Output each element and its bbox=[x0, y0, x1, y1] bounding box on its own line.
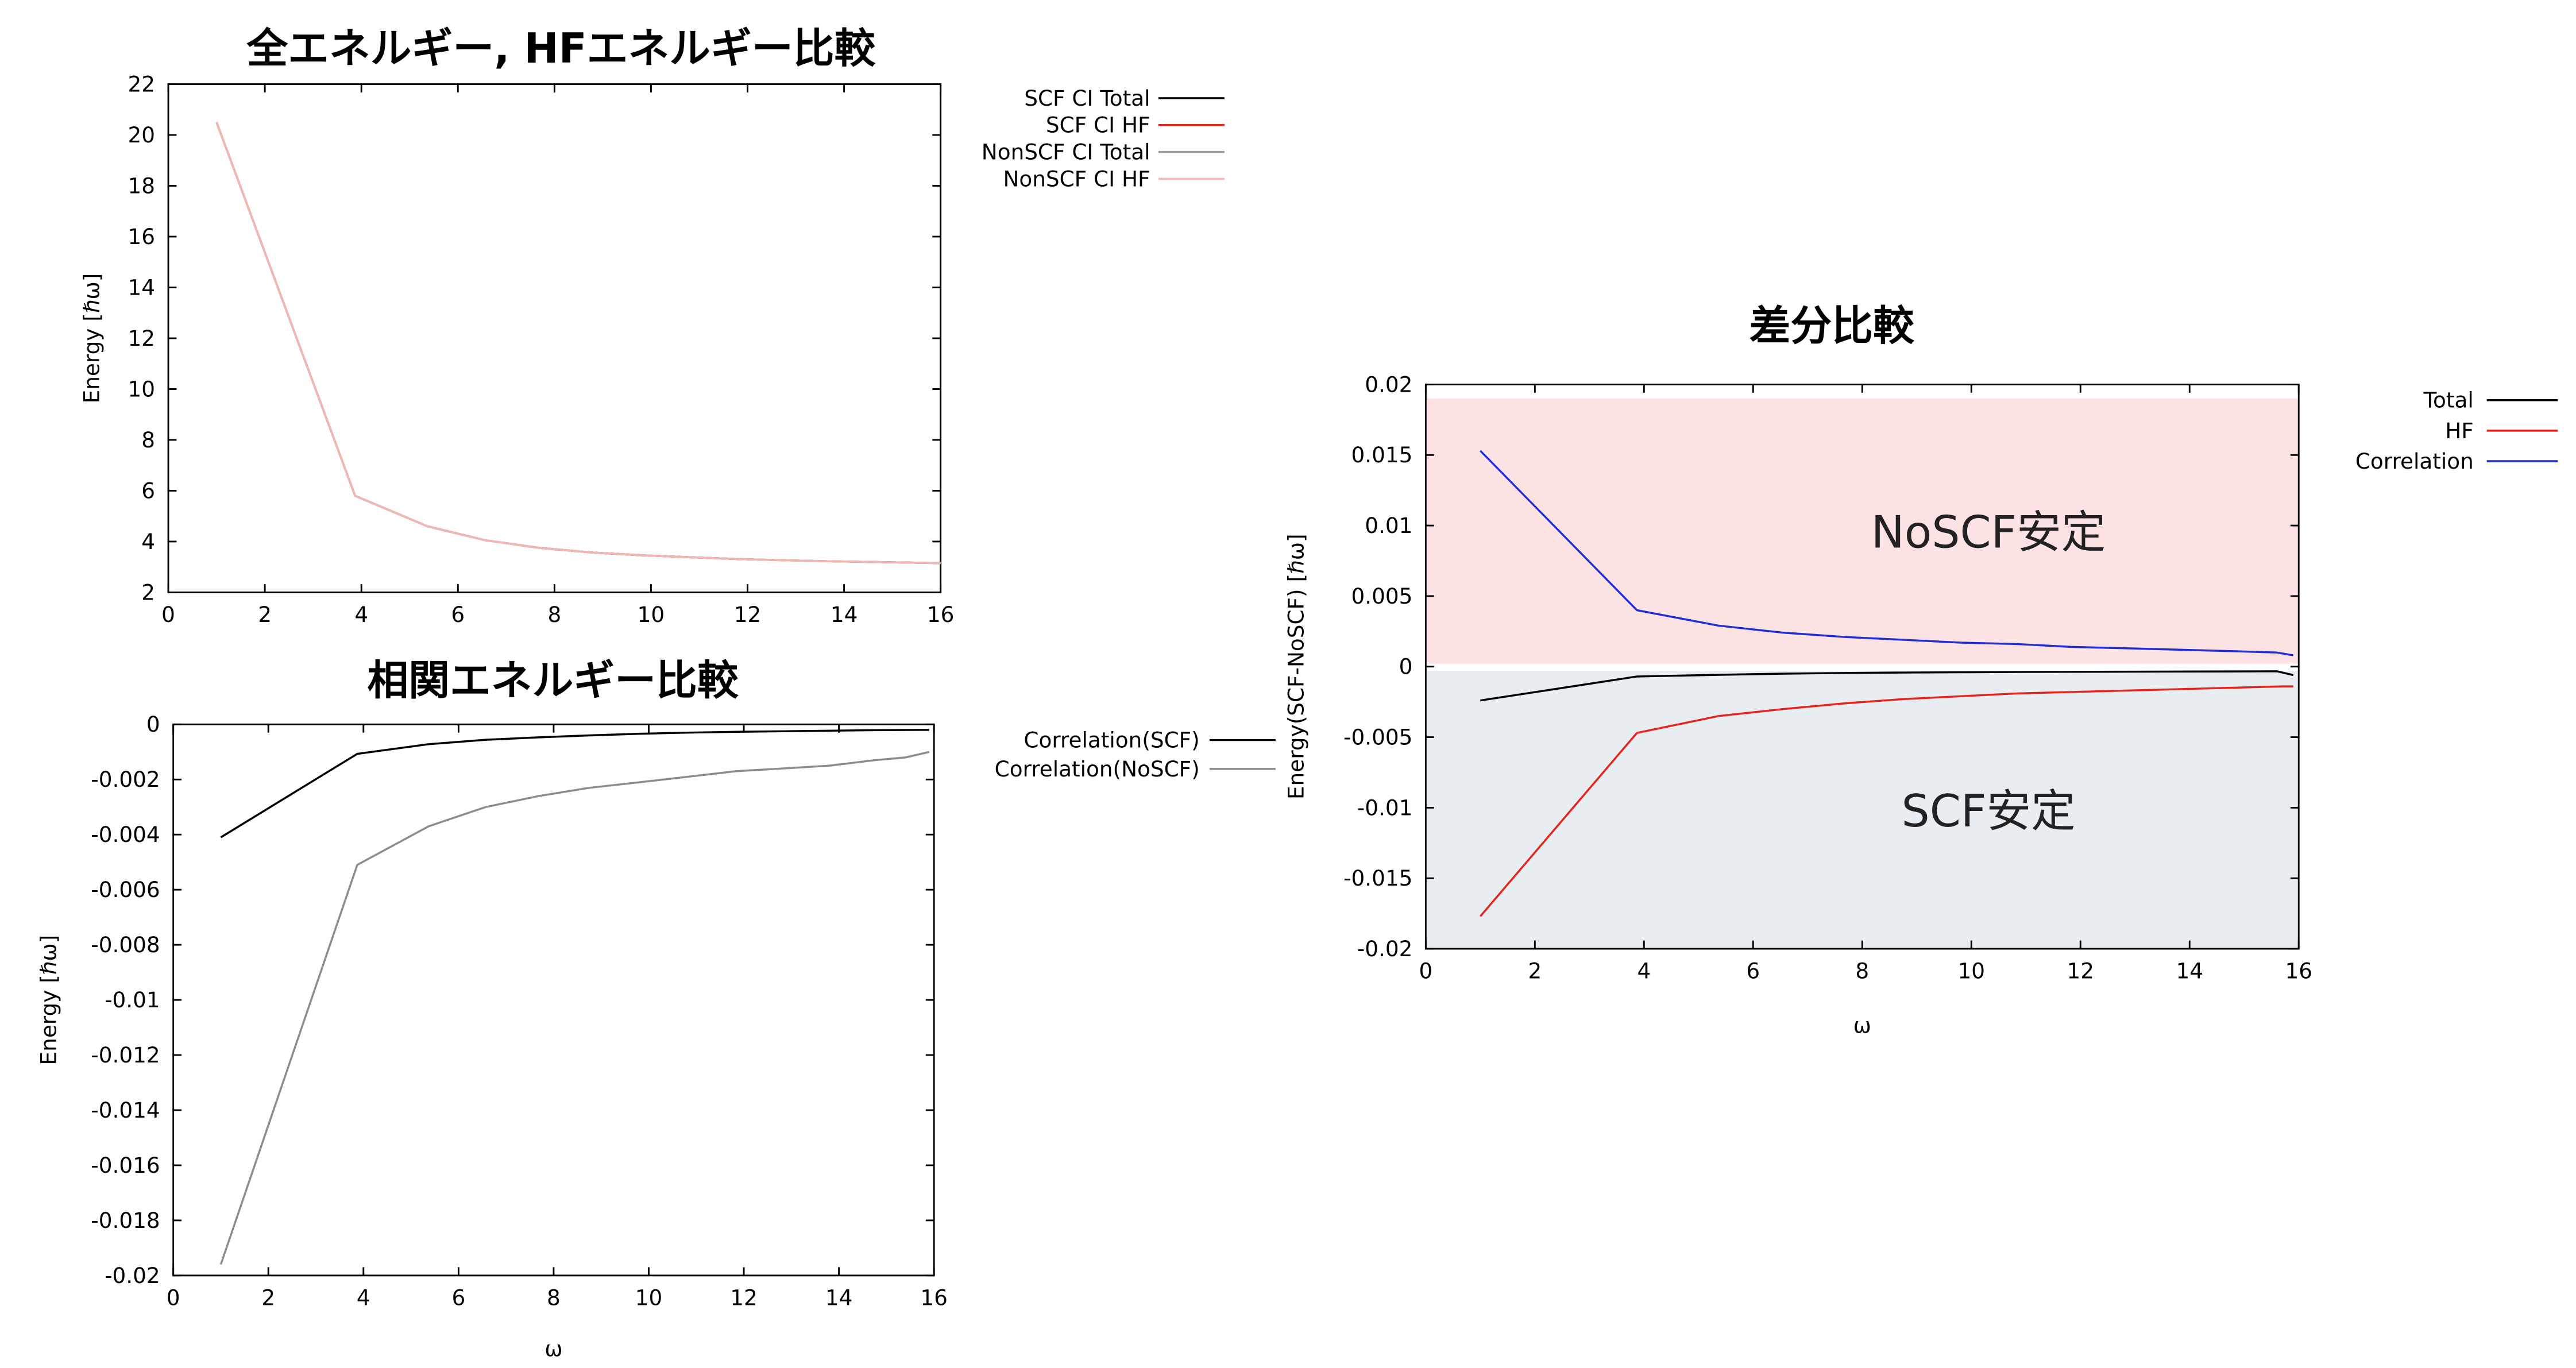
y-tick-label: 0 bbox=[1399, 654, 1413, 679]
x-tick-label: 2 bbox=[261, 1285, 275, 1311]
x-tick-label: 12 bbox=[734, 602, 762, 627]
legend-label: Correlation(NoSCF) bbox=[995, 756, 1200, 782]
legend-label: NonSCF CI HF bbox=[1003, 166, 1150, 191]
y-tick-label: 10 bbox=[128, 376, 156, 401]
legend-label: NonSCF CI Total bbox=[982, 140, 1150, 165]
series-line bbox=[215, 122, 941, 565]
series-line bbox=[215, 122, 941, 565]
x-tick-label: 2 bbox=[1528, 959, 1542, 984]
y-tick-label: -0.016 bbox=[91, 1153, 160, 1178]
legend-label: HF bbox=[2445, 418, 2474, 443]
chart-title: 差分比較 bbox=[1749, 302, 1915, 350]
legend-label: Correlation bbox=[2355, 449, 2474, 474]
x-tick-label: 12 bbox=[730, 1285, 758, 1311]
y-tick-label: -0.005 bbox=[1343, 724, 1412, 749]
y-tick-label: 12 bbox=[128, 326, 156, 351]
x-axis-label: ω bbox=[544, 1336, 562, 1362]
x-tick-label: 4 bbox=[1637, 959, 1651, 984]
y-tick-label: -0.01 bbox=[105, 987, 160, 1013]
x-tick-label: 2 bbox=[258, 602, 272, 627]
y-tick-label: 0.01 bbox=[1365, 513, 1412, 538]
series-line bbox=[215, 122, 941, 565]
y-tick-label: -0.018 bbox=[91, 1208, 160, 1233]
x-tick-label: 8 bbox=[1855, 959, 1869, 984]
series-line bbox=[215, 122, 941, 565]
y-tick-label: -0.02 bbox=[105, 1263, 160, 1288]
x-axis-label: ω bbox=[1853, 1013, 1871, 1038]
series-line bbox=[1480, 670, 2294, 702]
x-tick-label: 10 bbox=[1958, 959, 1986, 984]
y-tick-label: 0.015 bbox=[1351, 442, 1412, 467]
y-tick-label: 4 bbox=[141, 529, 155, 554]
region-band bbox=[1426, 671, 2299, 949]
x-tick-label: 12 bbox=[2067, 959, 2094, 984]
y-axis-label: Energy [ℏω] bbox=[36, 935, 61, 1065]
x-tick-label: 10 bbox=[635, 1285, 663, 1311]
series-line bbox=[220, 729, 929, 838]
y-tick-label: -0.006 bbox=[91, 877, 160, 902]
difference-comparison-chart: NoSCF安定 SCF安定 0 2 4 6 8 10 12 14 16 0.02 0.015 0.01 0.… bbox=[1284, 302, 2558, 1038]
x-tick-label: 6 bbox=[451, 602, 465, 627]
correlation-energy-chart: 0 2 4 6 8 10 12 14 16 0 -0.002 -0.004 -0.006 -0.008 -0… bbox=[36, 656, 1276, 1362]
legend-label: SCF CI Total bbox=[1024, 86, 1150, 111]
y-axis-label: Energy(SCF-NoSCF) [ℏω] bbox=[1284, 534, 1309, 799]
y-tick-label: -0.015 bbox=[1343, 865, 1412, 891]
y-tick-label: 0 bbox=[146, 712, 160, 737]
series-line bbox=[1480, 450, 2294, 656]
x-tick-label: 16 bbox=[927, 602, 955, 627]
x-tick-label: 8 bbox=[547, 1285, 561, 1311]
x-tick-label: 14 bbox=[825, 1285, 853, 1311]
y-tick-label: 2 bbox=[141, 579, 155, 605]
y-tick-label: -0.012 bbox=[91, 1042, 160, 1068]
y-tick-label: -0.004 bbox=[91, 822, 160, 847]
x-tick-label: 6 bbox=[451, 1285, 465, 1311]
y-tick-label: -0.014 bbox=[91, 1098, 160, 1123]
y-tick-label: -0.008 bbox=[91, 932, 160, 957]
x-tick-label: 0 bbox=[161, 602, 175, 627]
y-tick-label: 8 bbox=[141, 427, 155, 453]
x-tick-label: 16 bbox=[920, 1285, 948, 1311]
plot-frame bbox=[172, 723, 935, 1277]
x-tick-label: 14 bbox=[831, 602, 858, 627]
y-tick-label: 14 bbox=[128, 275, 156, 300]
chart-title: 全エネルギー, HFエネルギー比較 bbox=[246, 24, 876, 72]
x-tick-label: 6 bbox=[1746, 959, 1760, 984]
legend-label: Correlation(SCF) bbox=[1024, 728, 1199, 753]
x-tick-label: 4 bbox=[357, 1285, 370, 1311]
x-tick-label: 4 bbox=[354, 602, 368, 627]
x-tick-label: 8 bbox=[547, 602, 561, 627]
region-label: NoSCF安定 bbox=[1871, 507, 2106, 559]
y-tick-label: 20 bbox=[128, 122, 156, 148]
y-tick-label: -0.01 bbox=[1357, 795, 1413, 820]
y-axis-label: Energy [ℏω] bbox=[79, 273, 104, 404]
y-tick-label: -0.002 bbox=[91, 767, 160, 792]
region-band bbox=[1426, 398, 2299, 664]
x-tick-label: 10 bbox=[638, 602, 665, 627]
x-tick-label: 0 bbox=[167, 1285, 180, 1311]
x-tick-label: 14 bbox=[2176, 959, 2203, 984]
series-line bbox=[1480, 685, 2293, 917]
x-tick-label: 16 bbox=[2285, 959, 2312, 984]
y-tick-label: 22 bbox=[128, 71, 156, 96]
legend-label: SCF CI HF bbox=[1046, 113, 1150, 138]
y-tick-label: 0.02 bbox=[1365, 372, 1412, 397]
chart-title: 相関エネルギー比較 bbox=[367, 656, 739, 705]
y-tick-label: 6 bbox=[141, 478, 155, 503]
y-tick-label: 0.005 bbox=[1351, 583, 1412, 609]
plot-frame bbox=[167, 83, 942, 593]
legend-label: Total bbox=[2423, 388, 2474, 413]
x-tick-label: 0 bbox=[1419, 959, 1432, 984]
region-label: SCF安定 bbox=[1902, 786, 2076, 837]
y-tick-label: 18 bbox=[128, 173, 156, 198]
series-line bbox=[219, 751, 930, 1265]
y-tick-label: 16 bbox=[128, 224, 156, 249]
y-tick-label: -0.02 bbox=[1357, 936, 1413, 961]
